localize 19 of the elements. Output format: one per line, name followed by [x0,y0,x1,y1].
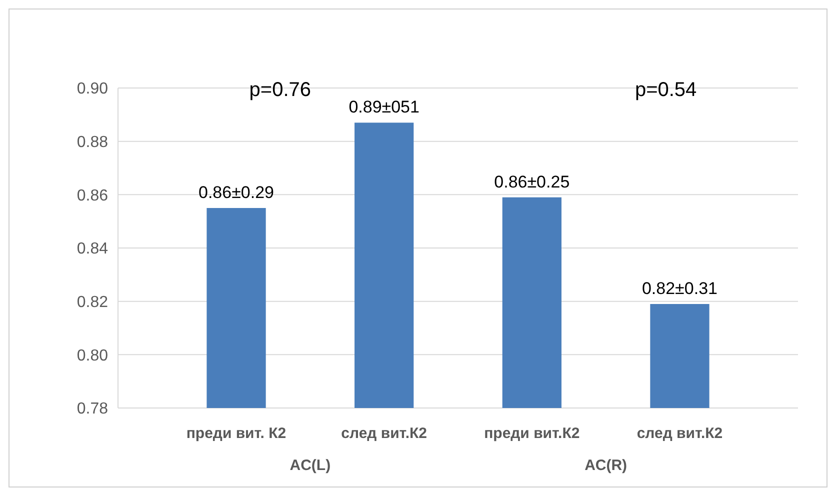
x-tick-label: след вит.К2 [636,425,723,442]
x-tick-label: преди вит. К2 [186,425,286,442]
x-tick-label: след вит.К2 [341,425,428,442]
y-tick-label: 0.82 [76,294,108,311]
data-label: 0.86±0.29 [198,183,274,202]
x-tick-label: преди вит.К2 [484,425,580,442]
annotation: p=0.54 [634,79,697,101]
y-tick-label: 0.90 [76,80,108,98]
y-tick-label: 0.78 [76,400,108,418]
y-tick-label: 0.86 [76,187,108,204]
annotation: p=0.76 [249,79,312,101]
data-label: 0.82±0.31 [642,279,718,298]
data-label: 0.89±051 [348,98,420,117]
y-tick-label: 0.88 [76,134,108,151]
text: AC(R) [584,457,628,474]
y-tick-label: 0.80 [76,347,108,364]
text: AC(L) [290,457,331,474]
data-label: 0.86±0.25 [494,172,570,192]
y-tick-label: 0.84 [76,240,108,258]
